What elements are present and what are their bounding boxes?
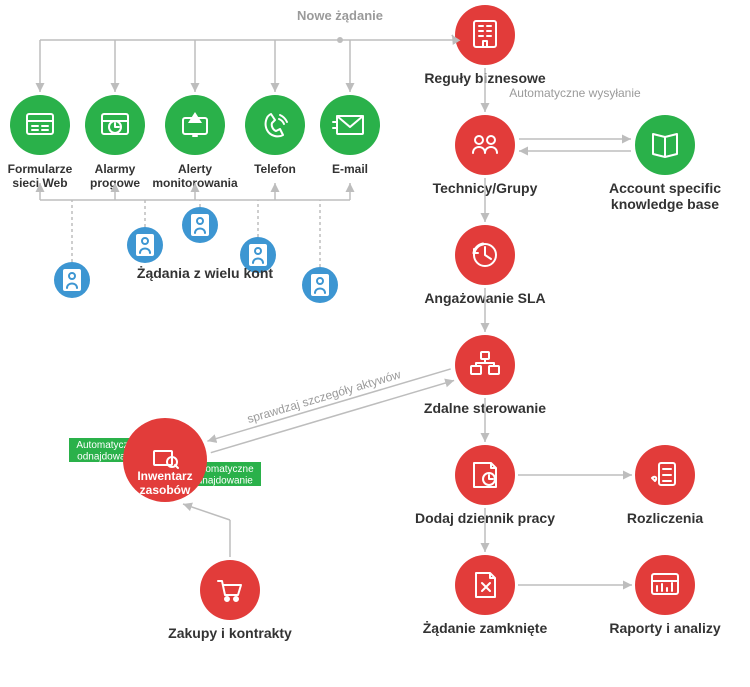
node-closed-label: Żądanie zamknięte: [423, 620, 548, 636]
node-purchases-label: Zakupy i kontrakty: [168, 625, 292, 641]
channel-email: [320, 95, 380, 155]
: [165, 95, 225, 155]
account-doc: [127, 227, 163, 263]
: [320, 95, 380, 155]
node-sla: [455, 225, 515, 285]
node-remote: [455, 335, 515, 395]
flow-diagram: Nowe żądanieFormularzesieci WebAlarmypro…: [0, 0, 750, 687]
: [10, 95, 70, 155]
node-closed: [455, 555, 515, 615]
: [455, 115, 515, 175]
node-billing-label: Rozliczenia: [627, 510, 703, 526]
: [200, 560, 260, 620]
node-kb-label: Account specificknowledge base: [609, 180, 721, 212]
: [455, 5, 515, 65]
node-reports-label: Raporty i analizy: [609, 620, 720, 636]
node-billing: [635, 445, 695, 505]
: [455, 335, 515, 395]
multi-accounts-label: Żądania z wielu kont: [137, 265, 273, 281]
channel-phone-label: Telefon: [254, 162, 296, 176]
channel-phone: [245, 95, 305, 155]
channel-alarms: [85, 95, 145, 155]
: [635, 555, 695, 615]
channel-email-label: E-mail: [332, 162, 368, 176]
node-purchases: [200, 560, 260, 620]
node-kb: [635, 115, 695, 175]
account-doc: [54, 262, 90, 298]
node-rules: [455, 5, 515, 65]
asset-check-label: sprawdzaj szczegóły aktywów: [245, 367, 402, 426]
channel-alerts: [165, 95, 225, 155]
account-doc: [182, 207, 218, 243]
account-doc: [302, 267, 338, 303]
node-reports: [635, 555, 695, 615]
node-inventory-label: Inwentarzzasobów: [137, 469, 192, 497]
svg-text:Automatyczne wysyłanie: Automatyczne wysyłanie: [509, 86, 641, 100]
: [245, 95, 305, 155]
node-worklog: [455, 445, 515, 505]
channel-web: [10, 95, 70, 155]
node-tech: [455, 115, 515, 175]
svg-text:Nowe żądanie: Nowe żądanie: [297, 8, 383, 23]
